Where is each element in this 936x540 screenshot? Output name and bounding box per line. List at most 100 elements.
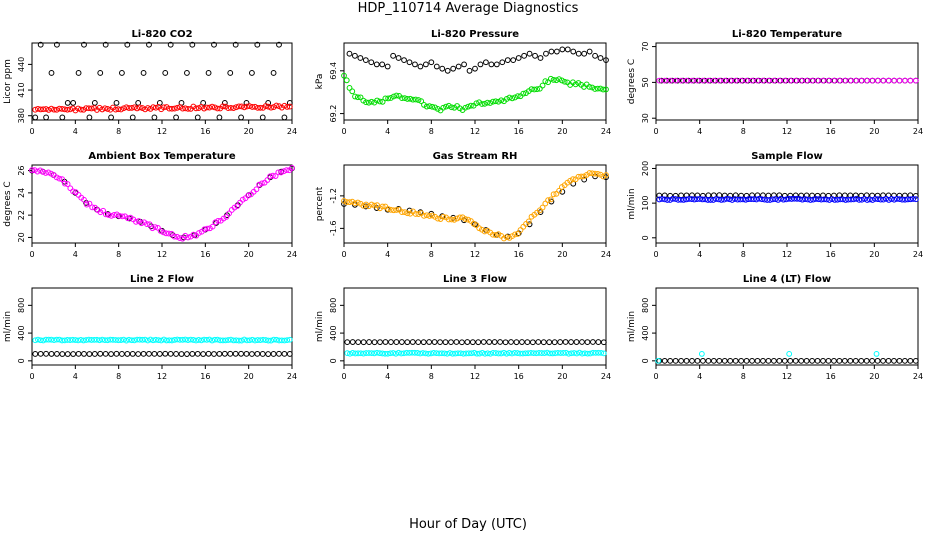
data-point (275, 169, 282, 176)
data-point (198, 337, 205, 344)
data-point (539, 82, 546, 89)
data-point (64, 106, 71, 113)
data-point (825, 357, 832, 364)
data-point (519, 350, 526, 357)
data-point (742, 196, 749, 203)
x-tick-label: 0 (653, 372, 658, 381)
data-point (366, 339, 373, 345)
data-point (467, 102, 474, 109)
data-point (572, 81, 579, 88)
data-point (578, 173, 585, 180)
data-point (270, 351, 277, 357)
data-point (775, 197, 781, 203)
data-point (384, 63, 391, 70)
data-point (238, 103, 245, 110)
data-point (754, 77, 761, 84)
data-point (571, 350, 578, 356)
series-level-1 (32, 41, 293, 121)
data-point (211, 336, 218, 343)
data-point (848, 196, 854, 203)
series-level-1 (32, 336, 293, 344)
data-point (667, 197, 673, 203)
x-tick-label: 24 (287, 372, 297, 381)
data-point (853, 195, 860, 202)
data-point (815, 196, 822, 203)
data-point (492, 232, 499, 238)
x-tick-label: 8 (116, 372, 121, 381)
data-point (201, 226, 208, 233)
data-point (56, 105, 63, 112)
data-point (131, 104, 138, 111)
data-point (398, 339, 405, 345)
data-point (142, 336, 149, 343)
data-point (532, 52, 538, 59)
data-point (343, 77, 350, 84)
data-point (841, 77, 848, 84)
data-point (587, 350, 594, 357)
data-point (549, 350, 556, 357)
data-point (77, 336, 84, 343)
data-point (442, 339, 449, 346)
series-level-1 (656, 357, 919, 364)
figure-title: HDP_110714 Average Diagnostics (357, 1, 579, 16)
data-point (656, 77, 663, 84)
data-point (718, 77, 724, 84)
data-point (475, 339, 482, 346)
data-point (716, 192, 723, 199)
data-point (59, 351, 66, 357)
data-point (83, 201, 90, 208)
data-point (113, 99, 120, 106)
data-point (484, 350, 491, 357)
data-point (270, 336, 277, 343)
data-point (809, 77, 816, 84)
panel-title: Li-820 CO2 (131, 29, 192, 40)
data-point (196, 230, 202, 236)
x-tick-label: 20 (244, 250, 254, 259)
data-point (502, 339, 509, 346)
data-point (174, 104, 181, 111)
data-point (281, 102, 288, 109)
data-point (209, 223, 216, 230)
data-point (705, 77, 712, 84)
data-point (406, 59, 413, 66)
data-point (589, 170, 596, 177)
data-point (67, 106, 73, 113)
data-point (542, 78, 549, 85)
y-tick-label: 70 (641, 41, 650, 51)
data-point (85, 336, 92, 343)
data-point (760, 357, 766, 364)
data-point (513, 339, 520, 346)
x-tick-label: 12 (157, 127, 167, 136)
data-point (99, 336, 106, 343)
data-point (530, 350, 537, 357)
x-tick-label: 20 (869, 127, 879, 136)
data-point (138, 220, 145, 227)
data-point (64, 181, 71, 187)
data-point (281, 337, 288, 344)
y-tick-label: 800 (329, 298, 338, 313)
data-point (97, 350, 104, 357)
data-point (561, 78, 568, 85)
data-point (428, 350, 434, 357)
data-point (732, 77, 739, 84)
data-point (72, 337, 79, 343)
data-point (64, 337, 71, 343)
data-point (748, 196, 754, 203)
data-point (371, 350, 378, 357)
data-point (37, 337, 44, 344)
data-point (209, 337, 216, 344)
data-point (64, 99, 71, 106)
data-point (407, 95, 414, 102)
data-point (753, 196, 760, 203)
data-point (553, 77, 560, 84)
panel-4: Ambient Box Temperature degrees C 0 4 8 12 16 2… (3, 151, 297, 259)
data-point (723, 77, 730, 84)
x-tick-label: 0 (29, 250, 34, 259)
data-point (672, 192, 679, 199)
data-point (379, 203, 386, 210)
x-tick-label: 4 (697, 372, 702, 381)
x-tick-label: 12 (782, 127, 792, 136)
data-point (451, 216, 458, 223)
data-point (40, 169, 46, 175)
data-point (907, 357, 914, 364)
